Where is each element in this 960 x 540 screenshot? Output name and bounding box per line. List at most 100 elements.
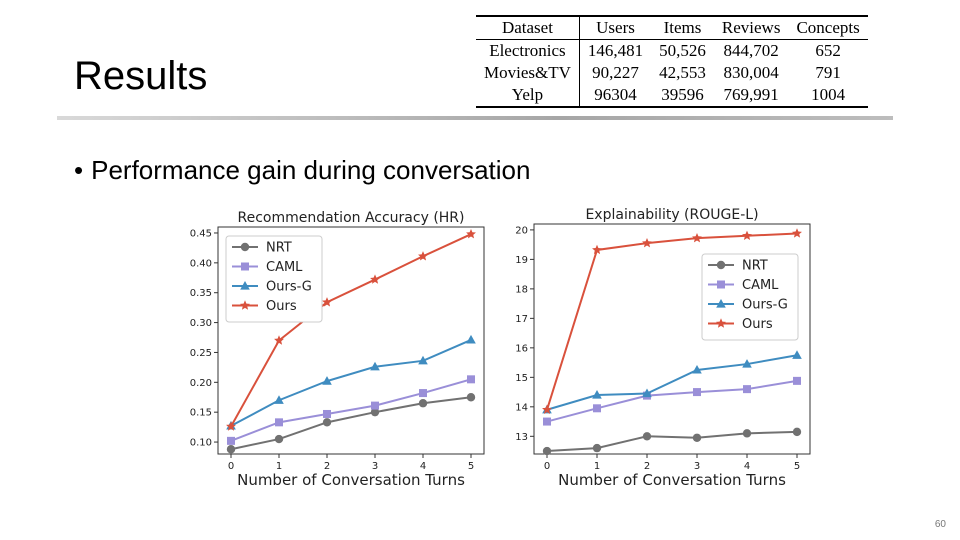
- bullet-marker: •: [74, 155, 84, 185]
- data-point-caml: [543, 417, 551, 426]
- legend-marker: [240, 281, 250, 290]
- data-point-ours: [592, 244, 602, 255]
- header-concepts: Concepts: [788, 15, 868, 40]
- series-line-ours-g: [546, 354, 798, 411]
- data-point-ours-g: [418, 355, 428, 365]
- data-point-ours: [742, 230, 752, 240]
- data-point-caml: [419, 389, 427, 398]
- legend-label: CAML: [266, 260, 303, 275]
- y-tick-label: 16: [515, 343, 528, 354]
- table-cell: 42,553: [659, 63, 706, 82]
- data-point-nrt: [592, 443, 602, 453]
- data-point-ours-g: [274, 395, 284, 404]
- table-cell: 830,004: [723, 63, 779, 82]
- data-point-ours: [466, 228, 476, 239]
- data-point-ours: [642, 237, 652, 248]
- x-tick-label: 3: [372, 461, 378, 472]
- chart-title: Explainability (ROUGE-L): [585, 207, 758, 223]
- legend-box: [225, 235, 323, 323]
- legend-label: Ours: [742, 317, 773, 332]
- y-tick-label: 0.10: [190, 438, 212, 449]
- table-cell: 50,526: [659, 41, 706, 60]
- data-point-caml: [323, 409, 331, 418]
- data-point-nrt: [370, 407, 380, 417]
- series-ours: [542, 228, 802, 414]
- data-point-caml: [593, 404, 601, 413]
- data-point-ours-g: [692, 364, 702, 374]
- data-point-nrt: [642, 432, 652, 441]
- legend-marker: [240, 242, 250, 252]
- data-point-nrt: [742, 429, 752, 438]
- table-cell: 844,702: [723, 41, 779, 60]
- data-point-ours: [370, 274, 380, 284]
- table-row: Movies&TV 90,227 42,553 830,004 791: [476, 62, 868, 84]
- legend-marker: [241, 262, 249, 271]
- series-line-ours: [230, 233, 472, 428]
- data-point-ours-g: [792, 350, 802, 359]
- header-items: Items: [651, 15, 714, 40]
- y-tick-label: 0.40: [190, 258, 212, 269]
- x-axis-label: Number of Conversation Turns: [237, 471, 465, 489]
- table-row: Yelp 96304 39596 769,991 1004: [476, 84, 868, 108]
- table-cell: 1004: [788, 84, 868, 108]
- x-tick-label: 5: [468, 461, 474, 472]
- data-point-ours-g: [742, 359, 752, 368]
- x-tick-label: 1: [276, 461, 282, 472]
- series-line-ours: [546, 232, 798, 411]
- y-tick-label: 0.30: [190, 318, 212, 329]
- data-point-nrt: [418, 399, 428, 408]
- data-point-ours: [226, 421, 236, 431]
- table-cell: Yelp: [476, 84, 580, 108]
- table-header-row: Dataset Users Items Reviews Concepts: [476, 15, 868, 40]
- bullet-point: • Performance gain during conversation: [74, 155, 530, 186]
- legend-marker: [716, 260, 726, 270]
- y-tick-label: 17: [515, 314, 528, 325]
- data-point-caml: [275, 418, 283, 427]
- y-tick-label: 0.45: [190, 228, 212, 239]
- header-reviews: Reviews: [713, 15, 789, 40]
- x-tick-label: 1: [594, 461, 600, 472]
- table-cell: Movies&TV: [476, 62, 580, 84]
- table-cell: 96304: [579, 84, 652, 108]
- series-line-nrt: [546, 430, 798, 453]
- series-line-caml: [546, 379, 798, 423]
- legend-label: Ours-G: [266, 280, 312, 295]
- series-line-ours-g: [230, 338, 472, 427]
- legend-marker: [717, 280, 725, 289]
- data-point-caml: [467, 375, 475, 384]
- series-line-nrt: [230, 396, 472, 451]
- data-point-ours: [692, 232, 702, 243]
- data-point-ours-g: [322, 376, 332, 385]
- data-point-ours: [792, 228, 802, 238]
- data-point-ours: [274, 335, 284, 345]
- data-point-nrt: [274, 434, 284, 444]
- table-cell: 769,991: [713, 84, 789, 108]
- series-ours: [226, 228, 476, 431]
- data-point-nrt: [322, 418, 332, 427]
- y-tick-label: 0.25: [190, 348, 212, 359]
- dataset-statistics-table: Dataset Users Items Reviews Concepts Ele…: [476, 15, 868, 108]
- table-cell: Electronics: [476, 39, 580, 62]
- table-cell: 90,227: [592, 63, 639, 82]
- table-cell: 146,481: [587, 41, 644, 60]
- y-tick-label: 0.20: [190, 378, 212, 389]
- data-point-nrt: [226, 445, 236, 454]
- data-point-ours: [322, 297, 332, 307]
- table-cell: 652: [815, 41, 841, 60]
- x-tick-label: 4: [744, 461, 750, 472]
- y-tick-label: 0.15: [190, 408, 212, 419]
- header-dataset: Dataset: [476, 15, 580, 40]
- data-point-nrt: [692, 433, 702, 442]
- page-number: 60: [934, 519, 946, 530]
- header-users: Users: [579, 15, 652, 40]
- legend-label: CAML: [742, 278, 779, 293]
- chart-title: Recommendation Accuracy (HR): [237, 210, 464, 226]
- data-point-nrt: [466, 393, 476, 402]
- x-tick-label: 2: [324, 461, 330, 472]
- x-tick-label: 5: [794, 461, 800, 472]
- bullet-text: Performance gain during conversation: [91, 155, 531, 185]
- data-point-ours: [418, 251, 428, 261]
- data-point-caml: [227, 436, 235, 445]
